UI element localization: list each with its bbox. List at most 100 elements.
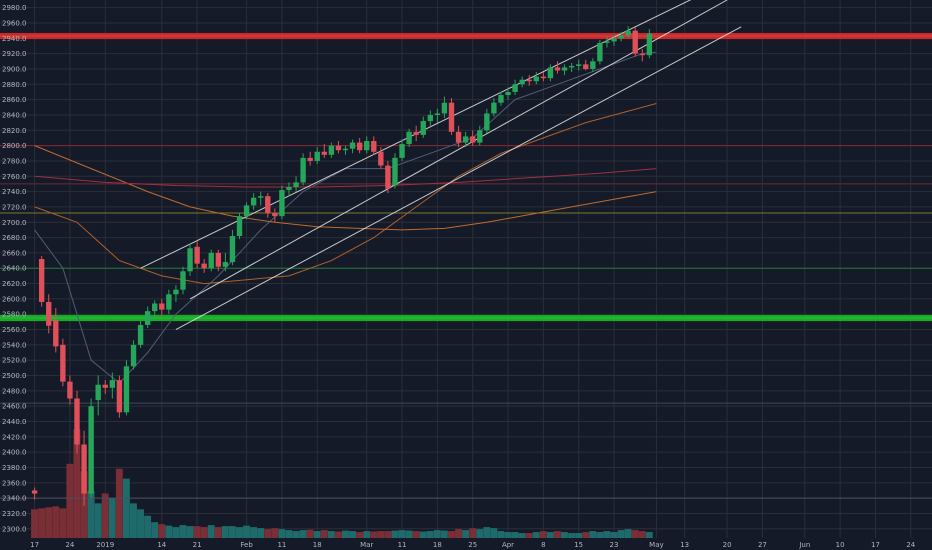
x-tick-label: 11 [277, 541, 286, 549]
volume-bar [151, 522, 159, 538]
y-tick-label: 2920.0 [2, 50, 27, 58]
volume-bar [271, 528, 279, 538]
volume-bar [73, 429, 81, 538]
candle-body [279, 190, 285, 217]
volume-bar [391, 530, 399, 538]
candle-body [385, 165, 391, 189]
volume-bar [398, 530, 406, 538]
volume-bar [101, 493, 109, 538]
candle-body [597, 42, 603, 62]
candle-body [88, 406, 94, 494]
candle-body [526, 79, 532, 82]
candle-body [470, 136, 476, 143]
candle-body [321, 151, 327, 155]
candle-body [576, 64, 582, 66]
volume-bar [532, 532, 540, 538]
volume-bar [299, 530, 307, 538]
volume-bar [320, 530, 328, 538]
volume-bar [250, 527, 258, 538]
volume-bars [31, 429, 653, 538]
volume-bar [285, 530, 293, 538]
x-tick-label: 11 [398, 541, 407, 549]
volume-bar [313, 531, 321, 538]
candle-body [109, 380, 116, 388]
horizontal-levels [0, 32, 932, 499]
candle-body [371, 141, 377, 152]
y-tick-label: 2860.0 [2, 96, 27, 104]
candles [31, 26, 653, 506]
candle-body [491, 102, 497, 114]
volume-bar [193, 526, 201, 538]
candle-body [38, 259, 45, 302]
y-tick-label: 2680.0 [2, 234, 27, 242]
candle-body [505, 91, 511, 96]
candle-body [611, 38, 617, 42]
volume-bar [349, 531, 356, 538]
volume-bar [94, 503, 102, 538]
volume-bar [440, 530, 448, 538]
candle-body [222, 262, 229, 267]
volume-bar [165, 525, 173, 538]
volume-bar [582, 532, 590, 538]
volume-bar [603, 531, 611, 538]
y-tick-label: 2340.0 [2, 495, 27, 503]
candle-body [166, 294, 172, 310]
candle-body [67, 381, 73, 399]
x-tick-label: 24 [906, 541, 915, 549]
volume-bar [575, 533, 583, 538]
volume-bar [525, 533, 533, 538]
candle-body [455, 131, 462, 143]
trend-line [175, 26, 742, 330]
volume-bar [292, 531, 300, 538]
volume-bar [377, 531, 385, 538]
volume-bar [228, 526, 236, 538]
moving-average-line [34, 51, 657, 384]
volume-bar [645, 532, 653, 538]
y-tick-label: 2480.0 [2, 387, 27, 395]
candle-body [53, 320, 59, 347]
y-tick-label: 2560.0 [2, 326, 27, 334]
y-tick-label: 2300.0 [2, 525, 27, 533]
y-tick-label: 2540.0 [2, 341, 27, 349]
volume-bar [610, 532, 618, 538]
volume-bar [518, 533, 526, 538]
grid [0, 0, 932, 538]
candle-body [258, 196, 264, 198]
candle-body [265, 196, 271, 214]
candle-body [102, 384, 108, 388]
candle-body [194, 246, 200, 264]
candle-body [152, 303, 158, 312]
candle-body [314, 151, 320, 161]
y-tick-label: 2620.0 [2, 280, 27, 288]
candle-body [307, 157, 313, 161]
candle-body [236, 216, 243, 237]
candle-body [95, 384, 101, 401]
volume-bar [235, 527, 243, 538]
candle-body [561, 67, 568, 71]
volume-bar [144, 515, 152, 538]
candle-body [477, 130, 483, 143]
volume-bar [66, 463, 74, 538]
volume-bar [419, 531, 427, 538]
x-tick-label: 10 [836, 541, 845, 549]
x-axis-strip [0, 538, 932, 550]
volume-bar [179, 525, 187, 538]
x-axis: 17 24 2019 14 21 Feb 11 18 Mar 11 18 25 Apr 8 15 23 May 1… [0, 538, 932, 550]
candle-body [484, 113, 490, 131]
volume-bar [264, 529, 272, 538]
candle-body [399, 144, 405, 158]
candle-body [187, 248, 193, 272]
volume-bar [257, 528, 265, 538]
candle-body [462, 136, 469, 143]
candle-body [378, 151, 384, 166]
volume-bar [546, 532, 554, 538]
x-tick-label: 18 [433, 541, 442, 549]
y-tick-label: 2700.0 [2, 219, 27, 227]
x-tick-label: 21 [193, 541, 202, 549]
candle-body [540, 76, 547, 79]
candle-body [328, 145, 335, 155]
volume-bar [462, 530, 470, 538]
volume-bar [306, 529, 314, 538]
y-tick-label: 2820.0 [2, 127, 27, 135]
